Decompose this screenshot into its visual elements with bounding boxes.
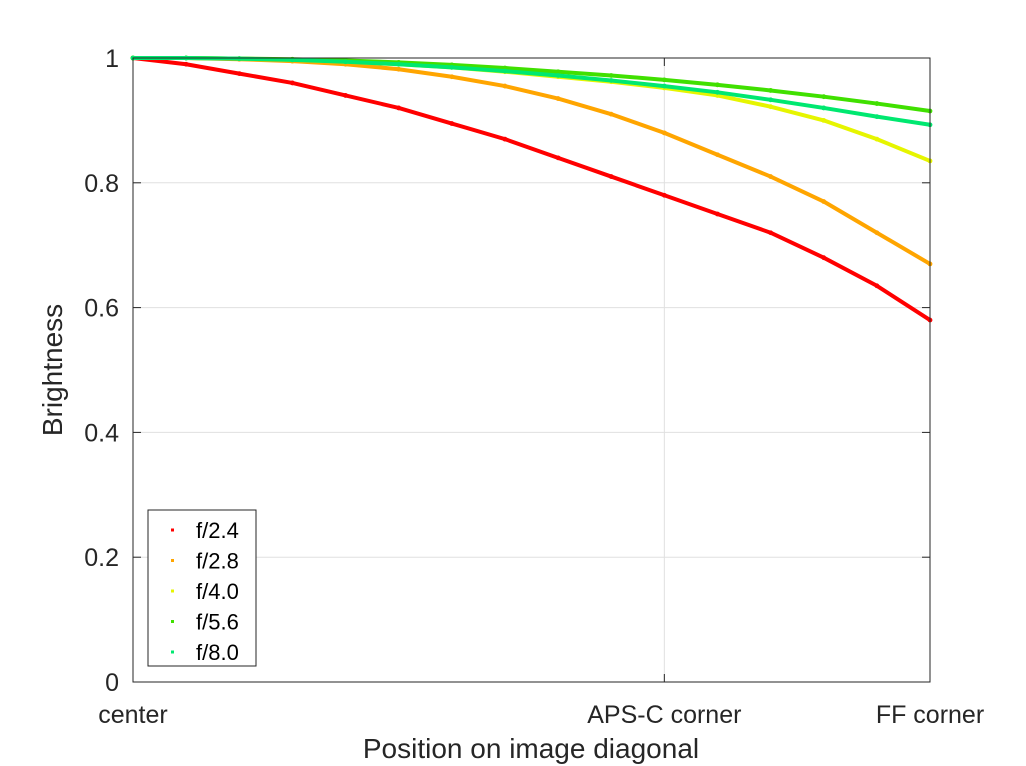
data-point (874, 283, 880, 289)
data-point (449, 74, 455, 80)
data-point (396, 105, 402, 111)
data-point (608, 73, 614, 78)
y-tick-label: 0.4 (84, 419, 119, 447)
data-point (874, 101, 880, 106)
y-tick-label: 1 (105, 45, 119, 73)
legend: f/2.4 f/2.8 f/4.0 f/5.6 f/8.0 (147, 509, 257, 667)
data-point (183, 61, 189, 67)
data-point (608, 111, 614, 117)
legend-marker (171, 620, 174, 623)
data-point (661, 77, 667, 83)
x-tick-label: center (98, 701, 167, 729)
data-point (768, 230, 773, 236)
data-point (236, 56, 242, 62)
y-tick-label: 0.8 (84, 170, 119, 198)
y-tick-label: 0.6 (84, 295, 119, 323)
data-point (290, 57, 295, 63)
data-point (874, 230, 880, 236)
data-point (768, 174, 773, 179)
data-point (874, 114, 880, 120)
data-point (236, 71, 242, 76)
grid (133, 58, 930, 682)
legend-box (147, 509, 257, 667)
data-point (555, 155, 561, 161)
series-f-2-4 (130, 55, 933, 323)
data-point (449, 121, 455, 126)
data-point (821, 118, 827, 123)
series-trace (131, 56, 932, 127)
data-point (821, 255, 827, 261)
ticks: 0 0.2 0.4 0.6 0.8 1 center APS-C corner FF corne… (84, 45, 984, 729)
data-point (661, 130, 667, 136)
y-tick-label: 0.2 (84, 544, 119, 572)
legend-marker (171, 559, 174, 562)
legend-marker (171, 589, 174, 593)
data-point (821, 105, 827, 111)
data-point (715, 152, 720, 158)
data-point (874, 136, 880, 142)
legend-label: f/5.6 (196, 610, 239, 635)
data-point (290, 80, 295, 86)
data-point (821, 199, 827, 204)
legend-label: f/2.4 (196, 518, 239, 543)
data-point (343, 59, 348, 65)
data-point (555, 96, 561, 101)
data-point (768, 104, 773, 110)
data-point (768, 97, 773, 103)
data-point (661, 192, 667, 198)
data-point (502, 83, 508, 89)
legend-label: f/4.0 (196, 579, 239, 604)
data-point (449, 64, 455, 70)
series-f-8-0 (130, 55, 933, 128)
data-point (343, 93, 348, 98)
x-axis-label: Position on image diagonal (363, 733, 699, 764)
x-tick-label: FF corner (876, 701, 984, 729)
legend-label: f/2.8 (196, 549, 239, 574)
data-point (661, 83, 667, 89)
y-axis-label: Brightness (37, 304, 68, 436)
data-point (502, 136, 508, 142)
series-layer (130, 55, 933, 323)
data-point (555, 73, 561, 78)
data-point (821, 94, 827, 100)
legend-marker (171, 650, 174, 654)
y-tick-label: 0 (105, 669, 119, 697)
plot-frame (132, 57, 931, 683)
data-point (396, 66, 402, 72)
data-point (715, 89, 720, 95)
data-point (502, 68, 508, 74)
data-point (555, 69, 561, 75)
legend-label: f/8.0 (196, 640, 239, 665)
legend-marker (171, 528, 174, 532)
x-tick-label: APS-C corner (587, 701, 741, 729)
series-trace (131, 56, 932, 323)
data-point (768, 88, 773, 93)
data-point (608, 174, 614, 179)
data-point (608, 78, 614, 83)
data-point (715, 211, 720, 217)
data-point (396, 61, 402, 67)
data-point (715, 82, 720, 88)
